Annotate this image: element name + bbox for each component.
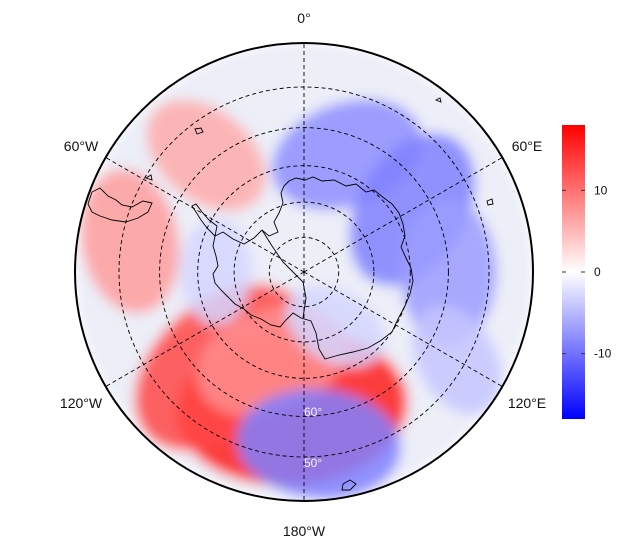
coastlines — [87, 97, 494, 491]
lon-label-0: 0° — [297, 10, 310, 26]
field-anomaly-blob — [236, 388, 402, 499]
lat-label-50: 50° — [304, 456, 322, 470]
latitude-circle — [268, 236, 340, 308]
ross-ice-edge — [261, 229, 307, 319]
south-georgia — [144, 174, 153, 181]
falkland-islands — [194, 127, 204, 135]
kerguelen — [486, 198, 494, 206]
map-outline — [74, 42, 534, 502]
south-america-tip — [87, 187, 153, 223]
longitude-labels: 0° 60°E 120°E 180°W 120°W 60°W — [60, 10, 546, 539]
antarctica-coastline — [212, 176, 414, 360]
colorbar-ramp — [562, 125, 585, 419]
colorbar-tick-label: -10 — [594, 347, 612, 361]
meridian-line — [303, 157, 503, 273]
macquarie-island — [341, 479, 357, 491]
lon-label-120w: 120°W — [60, 395, 103, 411]
lon-label-180: 180°W — [283, 523, 326, 539]
latitude-circle — [159, 127, 449, 417]
antarctic-peninsula — [191, 203, 218, 237]
lon-label-120e: 120°E — [508, 395, 546, 411]
meridian-line — [303, 271, 503, 387]
tasmania-edge — [434, 97, 442, 103]
field-anomaly-blob — [285, 285, 385, 368]
latitude-circle — [233, 201, 375, 343]
colorbar: 10 0 -10 — [562, 125, 612, 419]
field-anomaly-blob — [180, 218, 252, 326]
lon-label-60e: 60°E — [512, 138, 543, 154]
lat-label-60: 60° — [304, 405, 322, 419]
field-anomaly-blob — [146, 99, 266, 212]
colorbar-ticks: 10 0 -10 — [562, 183, 612, 361]
latitude-labels: 60° 50° — [304, 405, 322, 470]
meridian-line — [105, 271, 305, 387]
field-anomaly-blob — [80, 169, 180, 314]
lon-label-60w: 60°W — [64, 138, 99, 154]
colorbar-tick-label: 0 — [594, 265, 601, 279]
colorbar-tick-label: 10 — [594, 183, 608, 197]
